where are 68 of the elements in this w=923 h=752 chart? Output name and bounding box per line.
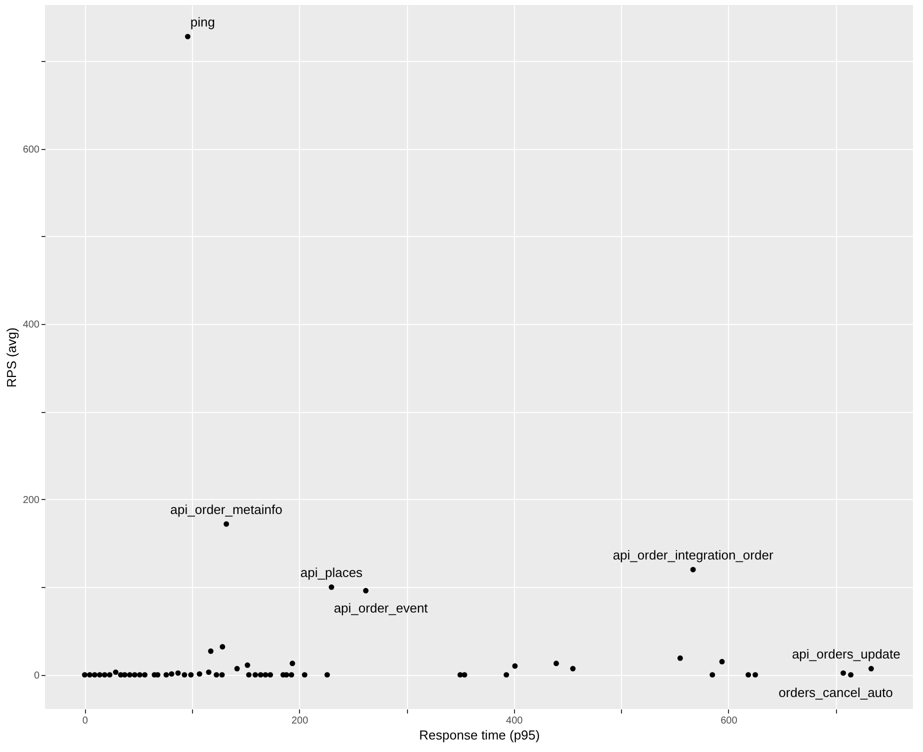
point <box>182 672 188 678</box>
point <box>462 672 468 678</box>
point <box>324 672 330 678</box>
y-tick-label: 0 <box>34 670 40 682</box>
point <box>220 644 226 650</box>
x-tick-label: 600 <box>720 716 738 726</box>
point <box>328 584 334 590</box>
point <box>252 672 258 678</box>
point <box>142 672 148 678</box>
point <box>132 672 138 678</box>
point <box>214 672 220 678</box>
y-axis-title: RPS (avg) <box>4 328 19 388</box>
point <box>512 663 518 669</box>
x-tick-label: 400 <box>506 716 524 726</box>
point <box>224 521 230 527</box>
point <box>102 672 108 678</box>
point <box>746 672 752 678</box>
x-tick-label: 0 <box>82 716 88 726</box>
point <box>504 672 510 678</box>
y-tick-label: 200 <box>22 494 40 506</box>
point <box>206 669 212 675</box>
point <box>570 666 576 672</box>
point <box>92 672 98 678</box>
point <box>710 672 716 678</box>
x-tick-label: 200 <box>291 716 309 726</box>
point <box>363 588 369 594</box>
point <box>184 34 190 40</box>
annotation: api_places <box>300 565 364 580</box>
point <box>96 672 102 678</box>
point <box>258 672 264 678</box>
point <box>262 672 268 678</box>
point <box>175 670 181 676</box>
point <box>188 672 194 678</box>
annotation: api_orders_update <box>792 646 900 662</box>
annotation: orders_cancel_auto <box>778 684 893 700</box>
point <box>840 670 846 676</box>
point <box>106 672 112 678</box>
point <box>112 669 118 675</box>
point <box>219 672 225 678</box>
annotation: ping <box>190 14 215 30</box>
annotation: api_order_metainfo <box>170 502 282 518</box>
point <box>848 672 854 678</box>
point <box>164 672 169 678</box>
point <box>127 672 132 678</box>
annotation: api_order_integration_order <box>612 548 774 563</box>
point <box>677 655 683 661</box>
point <box>554 660 559 666</box>
point <box>690 566 696 572</box>
point <box>244 662 250 668</box>
point <box>288 672 294 678</box>
point <box>868 666 874 672</box>
point <box>168 671 174 677</box>
point <box>268 672 274 678</box>
point <box>234 666 240 672</box>
point <box>290 660 296 666</box>
point <box>82 672 88 678</box>
y-tick-label: 400 <box>22 320 40 331</box>
y-tick-label: 600 <box>22 144 40 156</box>
point <box>196 671 202 677</box>
point <box>752 672 758 678</box>
annotation: api_order_event <box>334 600 428 616</box>
point <box>302 672 308 678</box>
x-axis-title: Response time (p95) <box>419 728 540 742</box>
point <box>87 672 92 678</box>
point <box>246 672 252 678</box>
point <box>208 648 214 654</box>
point <box>719 658 725 664</box>
point <box>137 672 142 678</box>
